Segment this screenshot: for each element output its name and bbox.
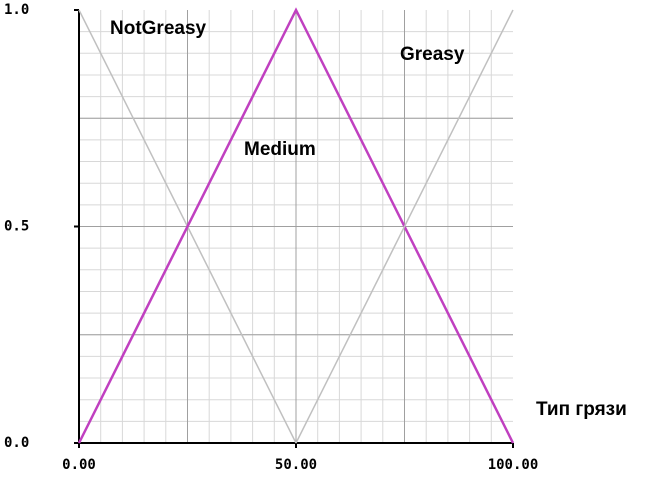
series-label: Medium: [244, 139, 316, 160]
series-label: NotGreasy: [110, 18, 207, 39]
y-tick-label: 0.5: [4, 219, 29, 235]
x-tick-label: 100.00: [488, 457, 539, 473]
x-tick-label: 50.00: [275, 457, 317, 473]
x-tick-label: 0.00: [62, 457, 96, 473]
series-label: Greasy: [400, 44, 465, 65]
y-tick-label: 0.0: [4, 435, 29, 451]
series-line: [295, 9, 514, 444]
y-tick-label: 1.0: [4, 2, 29, 18]
x-axis-label: Тип грязи: [536, 399, 627, 420]
series-line: [77, 7, 515, 444]
